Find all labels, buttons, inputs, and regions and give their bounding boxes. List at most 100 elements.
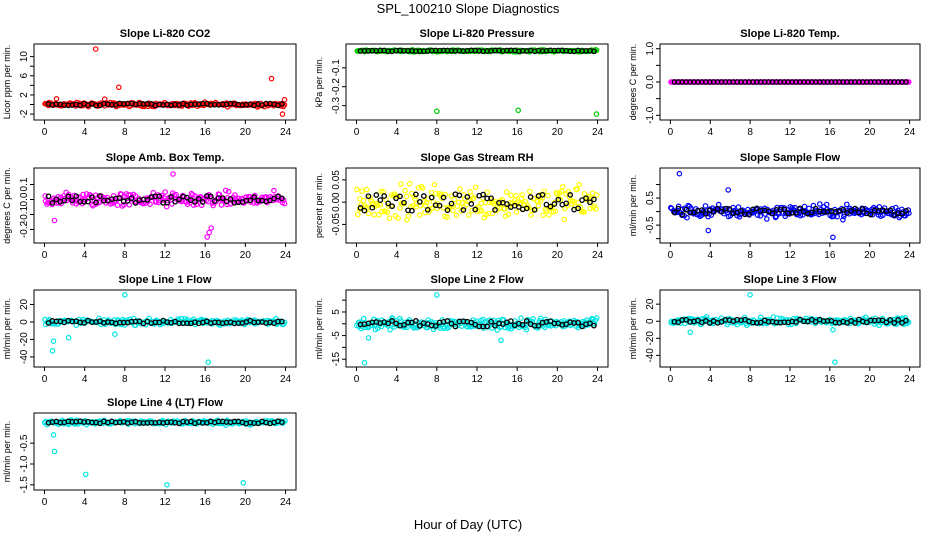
- mean-point: [73, 193, 80, 200]
- y-tick-label: -0.2: [331, 78, 342, 96]
- mean-point: [480, 191, 486, 198]
- data-point: [188, 190, 195, 197]
- mean-point: [93, 199, 99, 206]
- data-point: [173, 191, 179, 198]
- data-point: [446, 324, 452, 331]
- mean-point: [746, 211, 752, 218]
- x-tick-label: 24: [280, 374, 292, 385]
- outlier-point: [498, 337, 504, 344]
- x-tick-label: 16: [200, 127, 212, 138]
- mean-point: [132, 200, 139, 206]
- x-tick-label: 8: [122, 497, 128, 508]
- x-tick-label: 20: [240, 250, 252, 261]
- x-axis-caption: Hour of Day (UTC): [413, 517, 523, 532]
- mean-point: [97, 193, 103, 199]
- x-tick-label: 4: [707, 374, 713, 385]
- outlier-point: [747, 291, 753, 298]
- mean-point: [563, 200, 570, 207]
- mean-point: [361, 207, 368, 214]
- outlier-point: [515, 107, 522, 114]
- data-point: [801, 203, 808, 210]
- x-tick-label: 24: [280, 127, 292, 138]
- mean-point: [373, 192, 380, 198]
- data-point: [114, 202, 121, 209]
- outlier-point: [164, 481, 170, 488]
- mean-point: [413, 318, 419, 324]
- mean-point: [195, 196, 202, 202]
- x-tick-label: 0: [42, 250, 48, 261]
- outlier-point: [687, 329, 694, 336]
- data-point: [225, 188, 232, 195]
- outlier-point: [170, 171, 176, 177]
- y-axis-label: ml/min per min.: [2, 421, 12, 483]
- y-axis-label: percent per min.: [314, 173, 324, 238]
- x-tick-label: 20: [864, 250, 876, 261]
- mean-point: [428, 194, 435, 201]
- x-tick-label: 16: [512, 374, 524, 385]
- mean-point: [448, 320, 455, 327]
- data-point: [519, 192, 525, 198]
- outlier-point: [112, 331, 118, 338]
- data-point: [576, 181, 582, 188]
- y-tick-label: 6: [19, 73, 30, 79]
- y-axis-label: degrees C per min.: [2, 167, 12, 244]
- data-point: [593, 47, 600, 54]
- x-tick-label: 8: [122, 250, 128, 261]
- panel-title: Slope Li-820 CO2: [120, 28, 210, 40]
- figure-title: SPL_100210 Slope Diagnostics: [376, 1, 560, 16]
- data-point: [147, 201, 153, 208]
- data-point: [378, 323, 385, 330]
- data-point: [513, 192, 519, 199]
- data-point: [282, 418, 288, 424]
- outlier-point: [830, 326, 836, 333]
- data-point: [444, 214, 450, 220]
- x-tick-label: 4: [707, 250, 713, 261]
- y-tick-label: -0.3: [331, 97, 342, 115]
- panel-9: Slope Line 3 Flow ml/min per min. 0 4 8 12 16 2…: [628, 274, 921, 385]
- x-tick-label: 4: [394, 250, 400, 261]
- data-point: [501, 206, 508, 212]
- data-point: [478, 208, 485, 214]
- mean-point: [176, 196, 182, 203]
- data-point: [508, 192, 514, 199]
- x-tick-label: 12: [471, 250, 483, 261]
- outlier-point: [725, 187, 732, 193]
- x-tick-label: 0: [668, 250, 674, 261]
- x-tick-label: 8: [747, 374, 753, 385]
- data-point: [535, 203, 542, 209]
- outlier-point: [206, 229, 213, 236]
- panel-title: Slope Gas Stream RH: [420, 152, 533, 164]
- plot-frame: [33, 289, 297, 368]
- mean-point: [53, 196, 60, 203]
- mean-point: [440, 194, 447, 201]
- x-tick-label: 8: [122, 374, 128, 385]
- data-point: [763, 216, 770, 222]
- mean-point: [527, 194, 534, 200]
- x-tick-label: 24: [592, 250, 604, 261]
- data-point: [281, 200, 288, 207]
- mean-point: [899, 210, 905, 217]
- panel-title: Slope Sample Flow: [740, 152, 841, 164]
- x-tick-label: 24: [592, 374, 604, 385]
- data-point: [570, 198, 577, 205]
- x-tick-label: 4: [394, 127, 400, 138]
- x-tick-label: 16: [824, 374, 836, 385]
- data-point: [593, 192, 600, 198]
- data-point: [353, 186, 360, 193]
- x-tick-label: 0: [668, 374, 674, 385]
- data-point: [198, 202, 205, 209]
- data-point: [528, 212, 534, 219]
- data-point: [384, 209, 391, 216]
- x-tick-label: 16: [512, 250, 524, 261]
- data-point: [581, 209, 587, 215]
- y-tick-label: 0: [19, 319, 30, 325]
- x-tick-label: 4: [82, 497, 88, 508]
- mean-point: [587, 320, 593, 327]
- data-point: [378, 208, 385, 215]
- data-point: [424, 324, 431, 331]
- data-point: [371, 211, 377, 218]
- mean-point: [539, 191, 546, 198]
- mean-point: [420, 193, 427, 199]
- mean-point: [61, 197, 68, 204]
- mean-point: [448, 200, 455, 207]
